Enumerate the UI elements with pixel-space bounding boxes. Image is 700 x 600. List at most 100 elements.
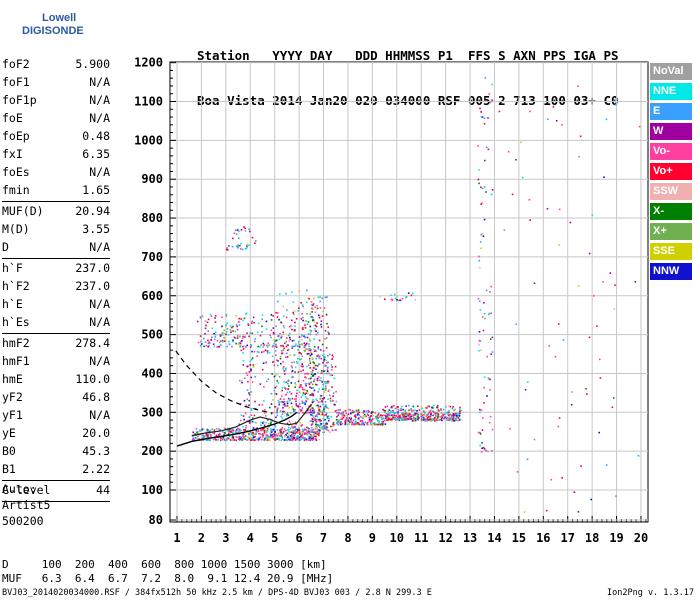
echo-point: [376, 419, 379, 421]
echo-point: [301, 313, 304, 315]
echo-point: [612, 397, 615, 399]
echo-point: [231, 439, 234, 441]
echo-point: [224, 428, 226, 430]
header-value-iga: 03+: [573, 93, 596, 108]
echo-point: [429, 420, 432, 422]
echo-point: [289, 398, 291, 400]
echo-point: [253, 321, 255, 324]
echo-point: [527, 381, 529, 383]
echo-point: [226, 345, 228, 348]
echo-point: [394, 412, 397, 414]
echo-point: [433, 419, 435, 421]
echo-point: [416, 412, 418, 415]
echo-point: [315, 420, 318, 423]
echo-point: [400, 412, 403, 415]
echo-point: [350, 412, 352, 415]
echo-point: [245, 404, 248, 406]
echo-point: [289, 399, 291, 402]
echo-point: [250, 419, 252, 422]
echo-point: [311, 436, 314, 438]
echo-point: [317, 354, 319, 356]
echo-point: [377, 420, 379, 422]
echo-point: [389, 418, 391, 421]
echo-point: [402, 419, 404, 421]
echo-point: [426, 418, 429, 421]
echo-point: [255, 430, 258, 432]
echo-point: [262, 427, 264, 430]
echo-point: [205, 344, 208, 347]
echo-point: [250, 432, 253, 435]
echo-point: [286, 352, 288, 355]
echo-point: [270, 403, 273, 405]
echo-point: [487, 377, 489, 379]
echo-point: [324, 296, 327, 299]
echo-point: [455, 412, 458, 415]
legend-item-e: E: [650, 103, 692, 120]
echo-point: [318, 388, 320, 391]
echo-point: [227, 433, 230, 436]
echo-point: [301, 355, 303, 358]
echo-point: [395, 415, 398, 417]
echo-point: [305, 320, 307, 322]
echo-point: [297, 345, 299, 347]
echo-point: [546, 207, 549, 210]
echo-point: [294, 439, 297, 441]
param-value: 278.4: [75, 336, 110, 350]
echo-point: [599, 358, 601, 361]
echo-point: [207, 436, 209, 438]
echo-point: [243, 399, 246, 402]
echo-point: [275, 311, 277, 314]
echo-point: [323, 370, 325, 372]
echo-point: [230, 329, 232, 332]
echo-point: [603, 176, 605, 178]
echo-point: [310, 373, 313, 376]
echo-point: [341, 418, 344, 420]
echo-point: [364, 415, 366, 418]
echo-point: [430, 418, 433, 420]
echo-point: [207, 429, 209, 431]
param-name: yF2: [2, 390, 23, 404]
echo-point: [206, 321, 209, 324]
echo-point: [232, 437, 234, 439]
echo-point: [303, 433, 306, 435]
echo-point: [481, 442, 483, 444]
echo-point: [447, 416, 449, 419]
echo-point: [257, 345, 259, 348]
echo-point: [370, 415, 372, 417]
echo-point: [274, 437, 276, 439]
echo-point: [225, 315, 227, 317]
param-name: hmF1: [2, 354, 30, 368]
echo-point: [422, 416, 425, 419]
echo-point: [377, 412, 380, 415]
echo-point: [203, 436, 205, 438]
echo-point: [437, 409, 440, 411]
echo-point: [201, 428, 203, 431]
echo-point: [221, 316, 223, 319]
echo-point: [307, 436, 310, 438]
echo-point: [323, 353, 325, 356]
param-name: foE: [2, 111, 23, 125]
param-name: D: [2, 240, 9, 254]
param-value: 1.65: [82, 183, 110, 197]
echo-point: [248, 431, 250, 434]
echo-point: [302, 369, 304, 371]
echo-point: [301, 434, 303, 436]
echo-point: [372, 414, 374, 417]
echo-point: [286, 439, 289, 441]
param-value: N/A: [89, 315, 110, 329]
echo-point: [310, 419, 312, 422]
echo-point: [306, 433, 308, 435]
y-tick-label: 1100: [134, 95, 163, 109]
echo-point: [291, 319, 293, 322]
echo-point: [362, 415, 365, 417]
echo-point: [438, 410, 440, 412]
echo-point: [240, 414, 243, 417]
echo-point: [291, 345, 293, 348]
echo-point: [309, 329, 311, 332]
muf-value: 6.3: [41, 572, 62, 585]
echo-point: [282, 430, 285, 433]
echo-point: [290, 438, 292, 440]
echo-point: [243, 418, 245, 421]
echo-point: [285, 393, 287, 396]
echo-point: [200, 340, 202, 343]
